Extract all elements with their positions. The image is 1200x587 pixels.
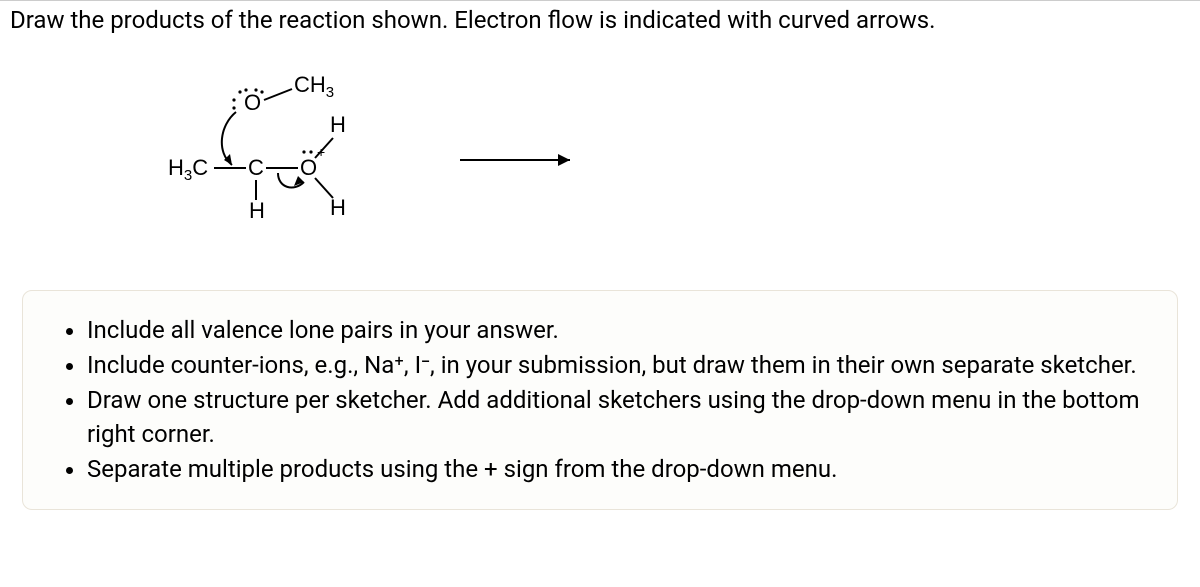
label-o-top: O	[244, 90, 261, 115]
label-h-bottom-left: H	[249, 198, 265, 223]
label-h3c: H3C	[168, 155, 208, 184]
label-c-center: C	[248, 155, 264, 180]
question-prompt: Draw the products of the reaction shown.…	[10, 6, 936, 34]
page-container: Draw the products of the reaction shown.…	[0, 0, 1200, 587]
lonepair-dot	[260, 90, 263, 93]
label-h-top-right: H	[330, 112, 346, 137]
instructions-panel: Include all valence lone pairs in your a…	[22, 290, 1178, 510]
reaction-arrow-head	[558, 154, 570, 166]
label-ch3: CH3	[294, 72, 334, 101]
instruction-item: Include counter-ions, e.g., Na⁺, I⁻, in …	[87, 348, 1149, 383]
reaction-svg: H3C C O + H H	[160, 70, 760, 250]
lonepair-dot	[302, 150, 305, 153]
lonepair-dot	[244, 88, 247, 91]
reaction-diagram: H3C C O + H H	[160, 70, 760, 250]
instruction-item: Draw one structure per sketcher. Add add…	[87, 383, 1149, 453]
instruction-item: Separate multiple products using the + s…	[87, 452, 1149, 487]
lonepair-dot	[232, 106, 235, 109]
label-o-right: O	[300, 155, 317, 180]
lonepair-dot	[254, 88, 257, 91]
top-divider	[0, 0, 1200, 1]
bond-o-ch3	[264, 89, 292, 100]
instruction-item: Include all valence lone pairs in your a…	[87, 313, 1149, 348]
label-h-bottom-right: H	[330, 195, 346, 220]
instructions-list: Include all valence lone pairs in your a…	[51, 313, 1149, 487]
lonepair-dot	[232, 98, 235, 101]
lonepair-dot	[309, 150, 312, 153]
lonepair-dot	[238, 90, 241, 93]
